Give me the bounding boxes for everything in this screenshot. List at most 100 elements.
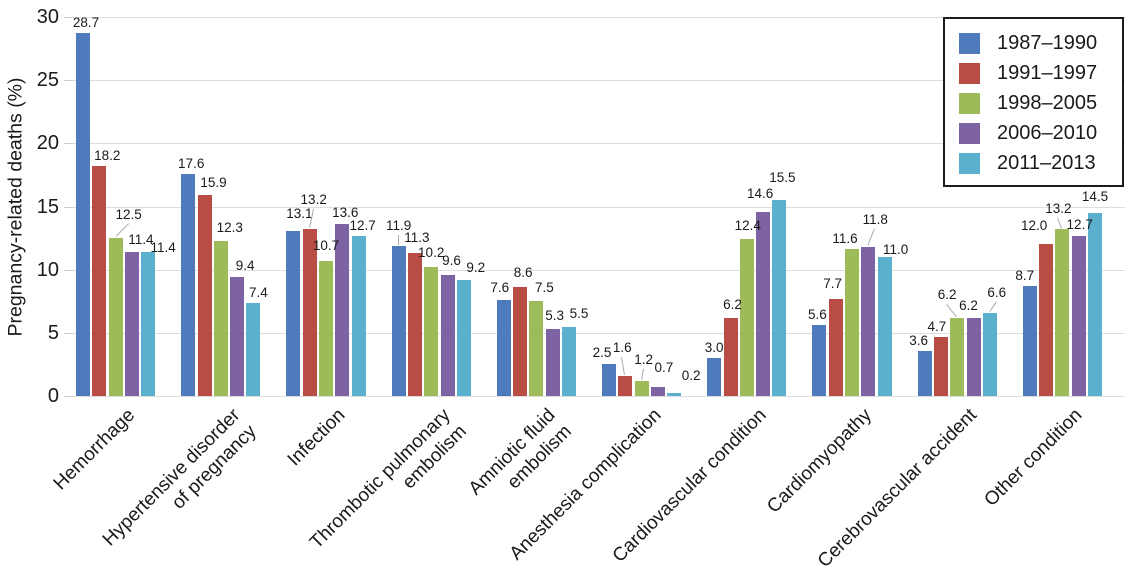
bar (772, 200, 787, 396)
gridline (73, 80, 1125, 82)
label-leader-line (946, 303, 958, 318)
bar (756, 211, 771, 396)
legend-swatch (959, 152, 980, 174)
legend-swatch (959, 32, 980, 54)
value-label: 6.6 (987, 284, 1007, 300)
bar (723, 317, 738, 396)
y-tick-label: 15 (36, 195, 59, 218)
legend-swatch (959, 92, 980, 114)
y-axis-tick (64, 17, 73, 18)
value-label: 13.1 (286, 205, 313, 221)
bar (950, 317, 965, 396)
value-label: 12.5 (115, 207, 142, 223)
value-label: 11.4 (150, 239, 176, 255)
bar (456, 279, 471, 396)
label-leader-line (621, 356, 626, 375)
legend-label: 1998–2005 (997, 91, 1098, 114)
y-axis-tick (64, 143, 73, 145)
value-label: 1.2 (634, 351, 653, 367)
gridline (73, 269, 1125, 271)
y-axis-tick (64, 269, 73, 271)
value-label: 13.2 (1045, 201, 1072, 217)
bar (440, 274, 455, 396)
value-label: 6.2 (937, 286, 957, 302)
value-label: 9.4 (235, 258, 255, 274)
bar (286, 230, 301, 396)
value-label: 14.5 (1081, 188, 1109, 204)
value-label: 11.9 (385, 217, 412, 233)
bar (917, 350, 932, 396)
bar (335, 224, 350, 396)
y-axis-tick (64, 80, 73, 82)
value-label: 11.4 (128, 231, 154, 247)
value-label: 7.7 (823, 275, 843, 291)
y-tick-label: 25 (36, 69, 59, 92)
value-label: 8.6 (513, 265, 533, 281)
bar (213, 240, 228, 396)
bar (602, 364, 616, 396)
bar (407, 253, 422, 396)
bar (141, 251, 156, 396)
bar (1022, 286, 1037, 396)
value-label: 15.9 (200, 175, 227, 191)
label-leader-line (867, 228, 876, 246)
value-label: 3.0 (704, 340, 724, 356)
legend-swatch (959, 62, 980, 84)
x-axis-label: Other condition (979, 404, 1086, 511)
value-label: 8.7 (1015, 268, 1035, 284)
value-label: 5.3 (545, 308, 565, 324)
bar (707, 358, 722, 396)
legend: 1987–1990 1991–1997 1998–2005 2006–2010 2011… (943, 17, 1124, 187)
value-label: 10.7 (312, 237, 340, 253)
gridline (73, 17, 1125, 18)
bar (933, 336, 948, 396)
bar (634, 380, 649, 396)
y-tick-label: 20 (36, 132, 59, 155)
value-label: 11.6 (832, 231, 858, 247)
y-axis-tick (64, 396, 73, 397)
value-label: 9.6 (442, 252, 461, 268)
y-tick-label: 30 (36, 6, 59, 28)
legend-label: 2006–2010 (997, 121, 1098, 144)
bar (246, 302, 261, 396)
x-axis-label: Infection (283, 404, 350, 471)
bar (124, 251, 139, 396)
legend-label: 1991–1997 (997, 61, 1098, 84)
bar (650, 387, 665, 396)
x-axis-label: Hemorrhage (49, 404, 140, 495)
value-label: 1.6 (612, 339, 632, 355)
y-tick-label: 0 (47, 385, 59, 407)
value-label: 14.6 (746, 185, 774, 201)
value-label: 15.5 (769, 170, 796, 186)
bar (812, 325, 827, 396)
bar (562, 326, 576, 396)
value-label: 6.2 (959, 297, 978, 313)
value-label: 11.0 (882, 242, 909, 258)
bar (181, 173, 196, 396)
label-leader-line (988, 301, 997, 312)
value-label: 3.6 (909, 332, 928, 348)
bar (92, 166, 107, 396)
value-label: 13.2 (300, 192, 327, 208)
bar (496, 299, 511, 396)
value-label: 28.7 (72, 15, 100, 31)
bar (982, 312, 997, 396)
bar (877, 257, 892, 396)
bar (230, 277, 245, 396)
label-leader-line (114, 223, 129, 238)
legend-item: 1998–2005 (959, 88, 1122, 118)
bar (667, 393, 682, 396)
bar (1055, 229, 1070, 396)
bar (1071, 235, 1086, 396)
gridline (73, 206, 1125, 208)
y-axis-tick (64, 332, 73, 334)
value-label: 13.6 (332, 205, 359, 221)
x-axis-label: Cardiomyopathy (762, 404, 876, 518)
y-tick-label: 5 (47, 321, 59, 344)
label-leader-line (1057, 218, 1063, 229)
value-label: 11.8 (862, 211, 888, 227)
label-leader-line (640, 368, 644, 380)
bar (966, 317, 981, 396)
value-label: 10.2 (418, 245, 445, 261)
